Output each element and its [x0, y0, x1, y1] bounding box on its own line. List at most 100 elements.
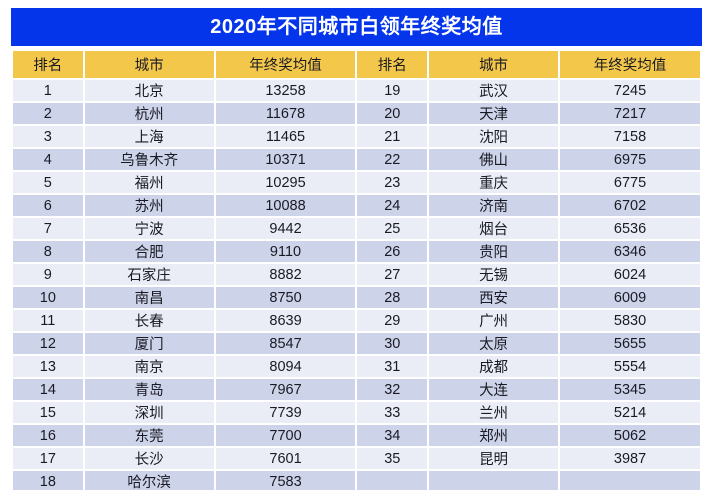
table-row: 12 厦门 8547 30 太原 5655	[11, 331, 702, 356]
rank-cell: 23	[355, 170, 430, 195]
rank-cell: 34	[355, 423, 430, 448]
city-cell: 上海	[82, 124, 216, 149]
rank-cell: 32	[355, 377, 430, 402]
city-cell: 西安	[427, 285, 561, 310]
value-cell: 5214	[558, 400, 702, 425]
table-row: 2 杭州 11678 20 天津 7217	[11, 101, 702, 126]
rank-cell: 9	[11, 262, 85, 287]
table-row: 5 福州 10295 23 重庆 6775	[11, 170, 702, 195]
city-cell: 长沙	[82, 446, 216, 471]
value-cell: 7739	[213, 400, 358, 425]
value-cell: 8094	[213, 354, 358, 379]
rank-cell: 31	[355, 354, 430, 379]
city-cell: 昆明	[427, 446, 561, 471]
city-cell: 重庆	[427, 170, 561, 195]
value-cell: 5655	[558, 331, 702, 356]
rank-cell: 26	[355, 239, 430, 264]
city-cell: 烟台	[427, 216, 561, 241]
rank-cell: 25	[355, 216, 430, 241]
value-cell: 6346	[558, 239, 702, 264]
value-cell: 5554	[558, 354, 702, 379]
city-cell: 郑州	[427, 423, 561, 448]
rank-cell: 33	[355, 400, 430, 425]
city-cell: 无锡	[427, 262, 561, 287]
rank-cell: 27	[355, 262, 430, 287]
rank-cell: 14	[11, 377, 85, 402]
city-cell: 青岛	[82, 377, 216, 402]
value-cell: 7967	[213, 377, 358, 402]
city-cell: 宁波	[82, 216, 216, 241]
city-cell: 天津	[427, 101, 561, 126]
table-row: 15 深圳 7739 33 兰州 5214	[11, 400, 702, 425]
value-cell: 11465	[213, 124, 358, 149]
table-row: 11 长春 8639 29 广州 5830	[11, 308, 702, 333]
value-cell: 10371	[213, 147, 358, 172]
value-cell: 10295	[213, 170, 358, 195]
city-cell: 佛山	[427, 147, 561, 172]
table-row: 1 北京 13258 19 武汉 7245	[11, 78, 702, 103]
value-cell: 5830	[558, 308, 702, 333]
table-row: 13 南京 8094 31 成都 5554	[11, 354, 702, 379]
rank-cell	[355, 469, 430, 490]
table-row: 16 东莞 7700 34 郑州 5062	[11, 423, 702, 448]
city-cell: 广州	[427, 308, 561, 333]
city-cell: 福州	[82, 170, 216, 195]
rank-cell: 8	[11, 239, 85, 264]
value-cell	[558, 469, 702, 490]
rank-cell: 3	[11, 124, 85, 149]
city-cell: 武汉	[427, 78, 561, 103]
city-cell: 哈尔滨	[82, 469, 216, 490]
city-cell: 兰州	[427, 400, 561, 425]
rank-cell: 5	[11, 170, 85, 195]
value-cell: 6009	[558, 285, 702, 310]
value-cell: 6975	[558, 147, 702, 172]
bonus-table-sheet: 2020年不同城市白领年终奖均值 排名 城市 年终奖均值 排名 城市 年终奖均值	[11, 8, 702, 490]
rank-cell: 12	[11, 331, 85, 356]
value-cell: 7217	[558, 101, 702, 126]
value-cell: 9110	[213, 239, 358, 264]
rank-cell: 16	[11, 423, 85, 448]
table-header-row: 排名 城市 年终奖均值 排名 城市 年终奖均值	[11, 49, 702, 80]
rank-cell: 21	[355, 124, 430, 149]
city-cell: 太原	[427, 331, 561, 356]
value-cell: 7601	[213, 446, 358, 471]
rank-cell: 22	[355, 147, 430, 172]
header-rank-left: 排名	[11, 49, 85, 80]
value-cell: 8882	[213, 262, 358, 287]
bonus-table: 排名 城市 年终奖均值 排名 城市 年终奖均值 1 北京 13258 19 武汉 7245…	[11, 49, 702, 490]
city-cell: 沈阳	[427, 124, 561, 149]
value-cell: 7245	[558, 78, 702, 103]
value-cell: 7700	[213, 423, 358, 448]
table-row: 10 南昌 8750 28 西安 6009	[11, 285, 702, 310]
city-cell: 合肥	[82, 239, 216, 264]
city-cell: 南京	[82, 354, 216, 379]
rank-cell: 18	[11, 469, 85, 490]
rank-cell: 13	[11, 354, 85, 379]
rank-cell: 19	[355, 78, 430, 103]
city-cell: 济南	[427, 193, 561, 218]
header-city-left: 城市	[82, 49, 216, 80]
city-cell	[427, 469, 561, 490]
city-cell: 苏州	[82, 193, 216, 218]
value-cell: 6775	[558, 170, 702, 195]
table-row: 17 长沙 7601 35 昆明 3987	[11, 446, 702, 471]
city-cell: 杭州	[82, 101, 216, 126]
value-cell: 8639	[213, 308, 358, 333]
value-cell: 8750	[213, 285, 358, 310]
rank-cell: 1	[11, 78, 85, 103]
value-cell: 6024	[558, 262, 702, 287]
value-cell: 6702	[558, 193, 702, 218]
rank-cell: 6	[11, 193, 85, 218]
header-value-left: 年终奖均值	[213, 49, 358, 80]
rank-cell: 30	[355, 331, 430, 356]
value-cell: 10088	[213, 193, 358, 218]
city-cell: 乌鲁木齐	[82, 147, 216, 172]
table-row: 4 乌鲁木齐 10371 22 佛山 6975	[11, 147, 702, 172]
table-row: 7 宁波 9442 25 烟台 6536	[11, 216, 702, 241]
rank-cell: 2	[11, 101, 85, 126]
rank-cell: 4	[11, 147, 85, 172]
table-row: 8 合肥 9110 26 贵阳 6346	[11, 239, 702, 264]
city-cell: 深圳	[82, 400, 216, 425]
rank-cell: 29	[355, 308, 430, 333]
value-cell: 7583	[213, 469, 358, 490]
